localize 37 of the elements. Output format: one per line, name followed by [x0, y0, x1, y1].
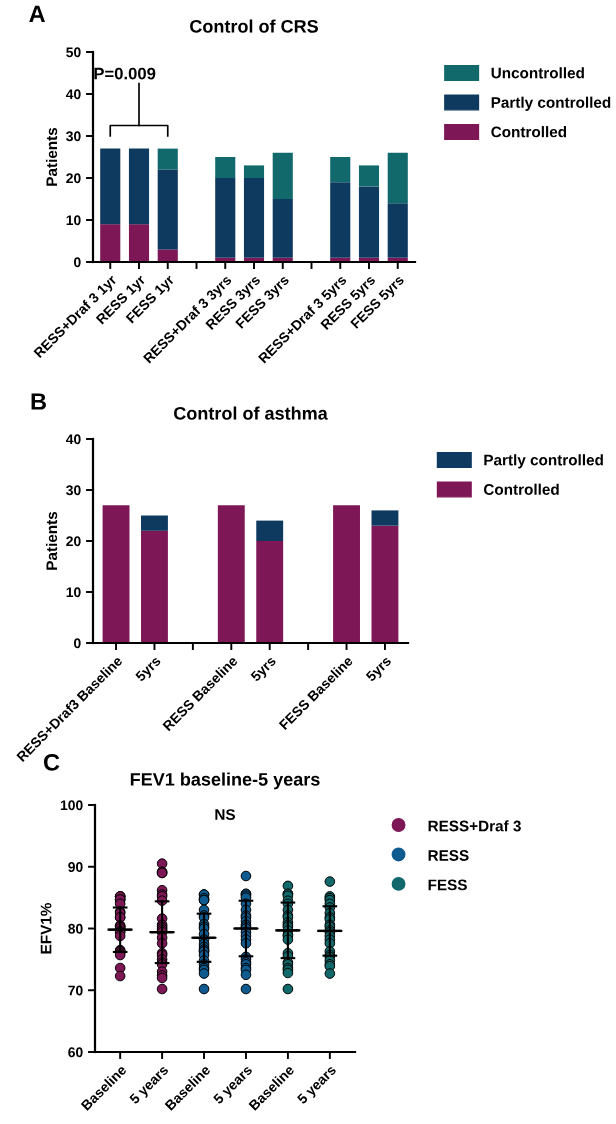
- chart-title: Control of CRS: [190, 19, 318, 33]
- y-axis-title: EFV1%: [40, 903, 52, 954]
- y-tick-label: 90: [68, 862, 83, 872]
- y-axis-title: Patients: [45, 511, 58, 570]
- legend-label: Uncontrolled: [491, 67, 584, 79]
- y-tick-label: 50: [66, 47, 81, 58]
- y-tick-label: 40: [65, 89, 81, 100]
- y-tick-label: 80: [68, 923, 83, 934]
- text: B: [31, 393, 46, 410]
- legend-label: RESS+Draf 3: [428, 820, 521, 832]
- legend-label: Partly controlled: [484, 454, 603, 469]
- x-tick-label: 5yrs: [365, 655, 394, 684]
- chart-title: Control of asthma: [174, 406, 328, 420]
- y-tick-label: 30: [66, 131, 81, 142]
- y-tick-label: 100: [60, 800, 83, 811]
- legend-label: Controlled: [483, 483, 559, 495]
- chart-title: FEV1 baseline-5 years: [130, 772, 320, 790]
- y-tick-label: 60: [68, 1047, 83, 1058]
- y-tick-label: 0: [74, 257, 81, 268]
- x-tick-label: 5yrs: [250, 655, 279, 684]
- y-tick-label: 10: [66, 587, 81, 598]
- y-axis-title: Patients: [45, 127, 58, 186]
- y-tick-label: 40: [65, 434, 81, 445]
- legend-label: Controlled: [491, 126, 567, 138]
- y-tick-label: 10: [66, 215, 81, 226]
- annotation: NS: [215, 809, 236, 820]
- legend-label: FESS: [428, 879, 467, 891]
- y-tick-label: 20: [66, 536, 81, 547]
- text: A: [29, 5, 46, 22]
- legend-label: RESS: [428, 850, 469, 861]
- y-tick-label: 70: [68, 985, 83, 996]
- annotation: P=0.009: [94, 67, 156, 80]
- y-tick-label: 20: [66, 173, 81, 184]
- x-tick-label: 5yrs: [134, 655, 164, 684]
- y-tick-label: 30: [66, 485, 81, 496]
- legend-label: Partly controlled: [491, 96, 611, 111]
- y-tick-label: 0: [74, 638, 81, 649]
